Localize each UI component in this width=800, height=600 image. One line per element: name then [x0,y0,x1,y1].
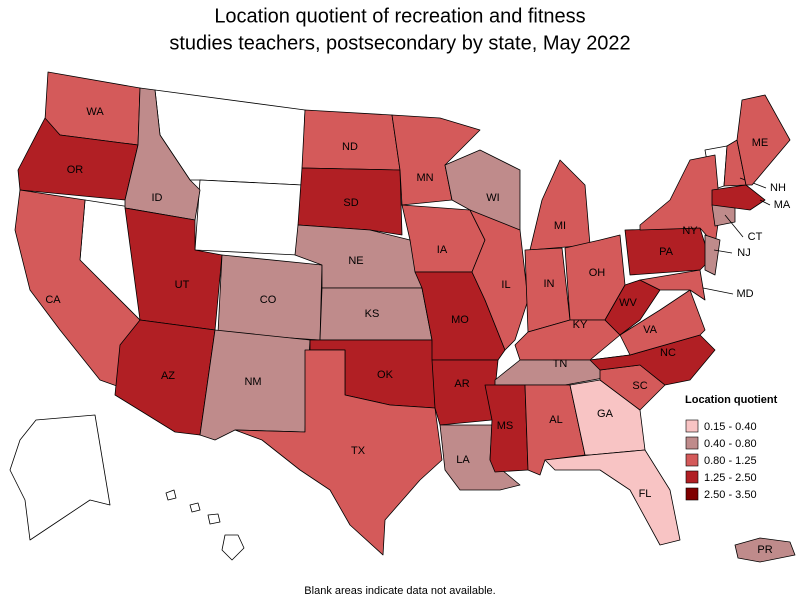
state-label: AR [454,378,469,390]
state-label: IN [544,278,555,290]
legend-label: 1.25 - 2.50 [704,472,757,484]
state-blank [221,534,245,561]
state-label: OH [589,267,606,279]
state-label: ID [152,192,163,204]
state-label: WI [486,192,499,204]
state-label: SC [632,380,647,392]
state [297,167,403,236]
state-label: MS [497,420,514,432]
state-label: IL [501,279,510,291]
state-label: KS [365,308,380,320]
state-label: LA [456,454,470,466]
state-label: OR [67,164,84,176]
state-label: WA [86,106,104,118]
state [234,349,443,556]
state-label: GA [597,408,614,420]
state [734,537,796,563]
state-label: CO [260,294,277,306]
legend-swatch [685,487,699,501]
legend-label: 0.40 - 0.80 [704,438,757,450]
state-label: PA [659,246,674,258]
state-label: IA [437,244,448,256]
state-label: ME [752,137,769,149]
state-label: MI [554,220,566,232]
state-blank [194,179,303,256]
state-label: NE [348,255,363,267]
title-line: Location quotient of recreation and fitn… [214,5,585,27]
state [711,184,766,211]
state-label: TN [553,358,568,370]
leader-line [759,199,771,206]
footnote: Blank areas indicate data not available. [304,585,495,597]
state-label: MD [736,288,753,300]
state [469,209,529,351]
state-label: SD [343,197,358,209]
state-label: CT [748,231,763,243]
state-blank [165,489,177,501]
legend-swatch [685,470,699,484]
state-label: NH [770,182,786,194]
state [704,234,721,276]
state-label: MN [416,172,433,184]
state-label: NM [244,376,261,388]
state-label: MA [774,199,791,211]
legend: Location quotient 0.15 - 0.40 0.40 - 0.80… [685,394,778,501]
state-blank [189,502,201,513]
state [639,269,706,301]
state-label: WV [619,297,637,309]
leader-line [724,214,744,238]
state [124,87,201,221]
state-label: OK [377,369,394,381]
state [544,449,681,546]
title-line: studies teachers, postsecondary by state… [169,32,630,54]
state [431,359,499,426]
state-label: ND [342,141,358,153]
state-label: VA [643,324,658,336]
state-label: NC [660,347,676,359]
state-label: NY [682,225,698,237]
state [619,289,706,356]
state-label: PR [757,544,772,556]
legend-label: 2.50 - 3.50 [704,489,757,501]
legend-label: 0.80 - 1.25 [704,455,757,467]
state-label: NJ [737,247,750,259]
state-label: TX [351,445,366,457]
states: WA OR CA ID UT AZ CO NM ND SD NE KS OK TX MN IA MO AR LA WI… [14,71,796,563]
state-label: CA [45,294,61,306]
leader-line [713,249,733,254]
state-blank [9,414,111,541]
state [524,247,571,333]
legend-swatch [685,419,699,433]
blank-states [9,89,728,561]
state-label: UT [175,279,190,291]
state-label: KY [573,319,588,331]
state-label: MO [451,314,469,326]
legend-swatch [685,436,699,450]
legend-label: 0.15 - 0.40 [704,421,757,433]
leader-line [702,287,734,295]
legend-swatch [685,453,699,467]
legend-title: Location quotient [685,394,778,406]
state-label: FL [639,488,652,500]
state-blank [207,513,221,525]
state [529,159,591,251]
state-label: AL [549,414,562,426]
state-label: AZ [161,370,175,382]
